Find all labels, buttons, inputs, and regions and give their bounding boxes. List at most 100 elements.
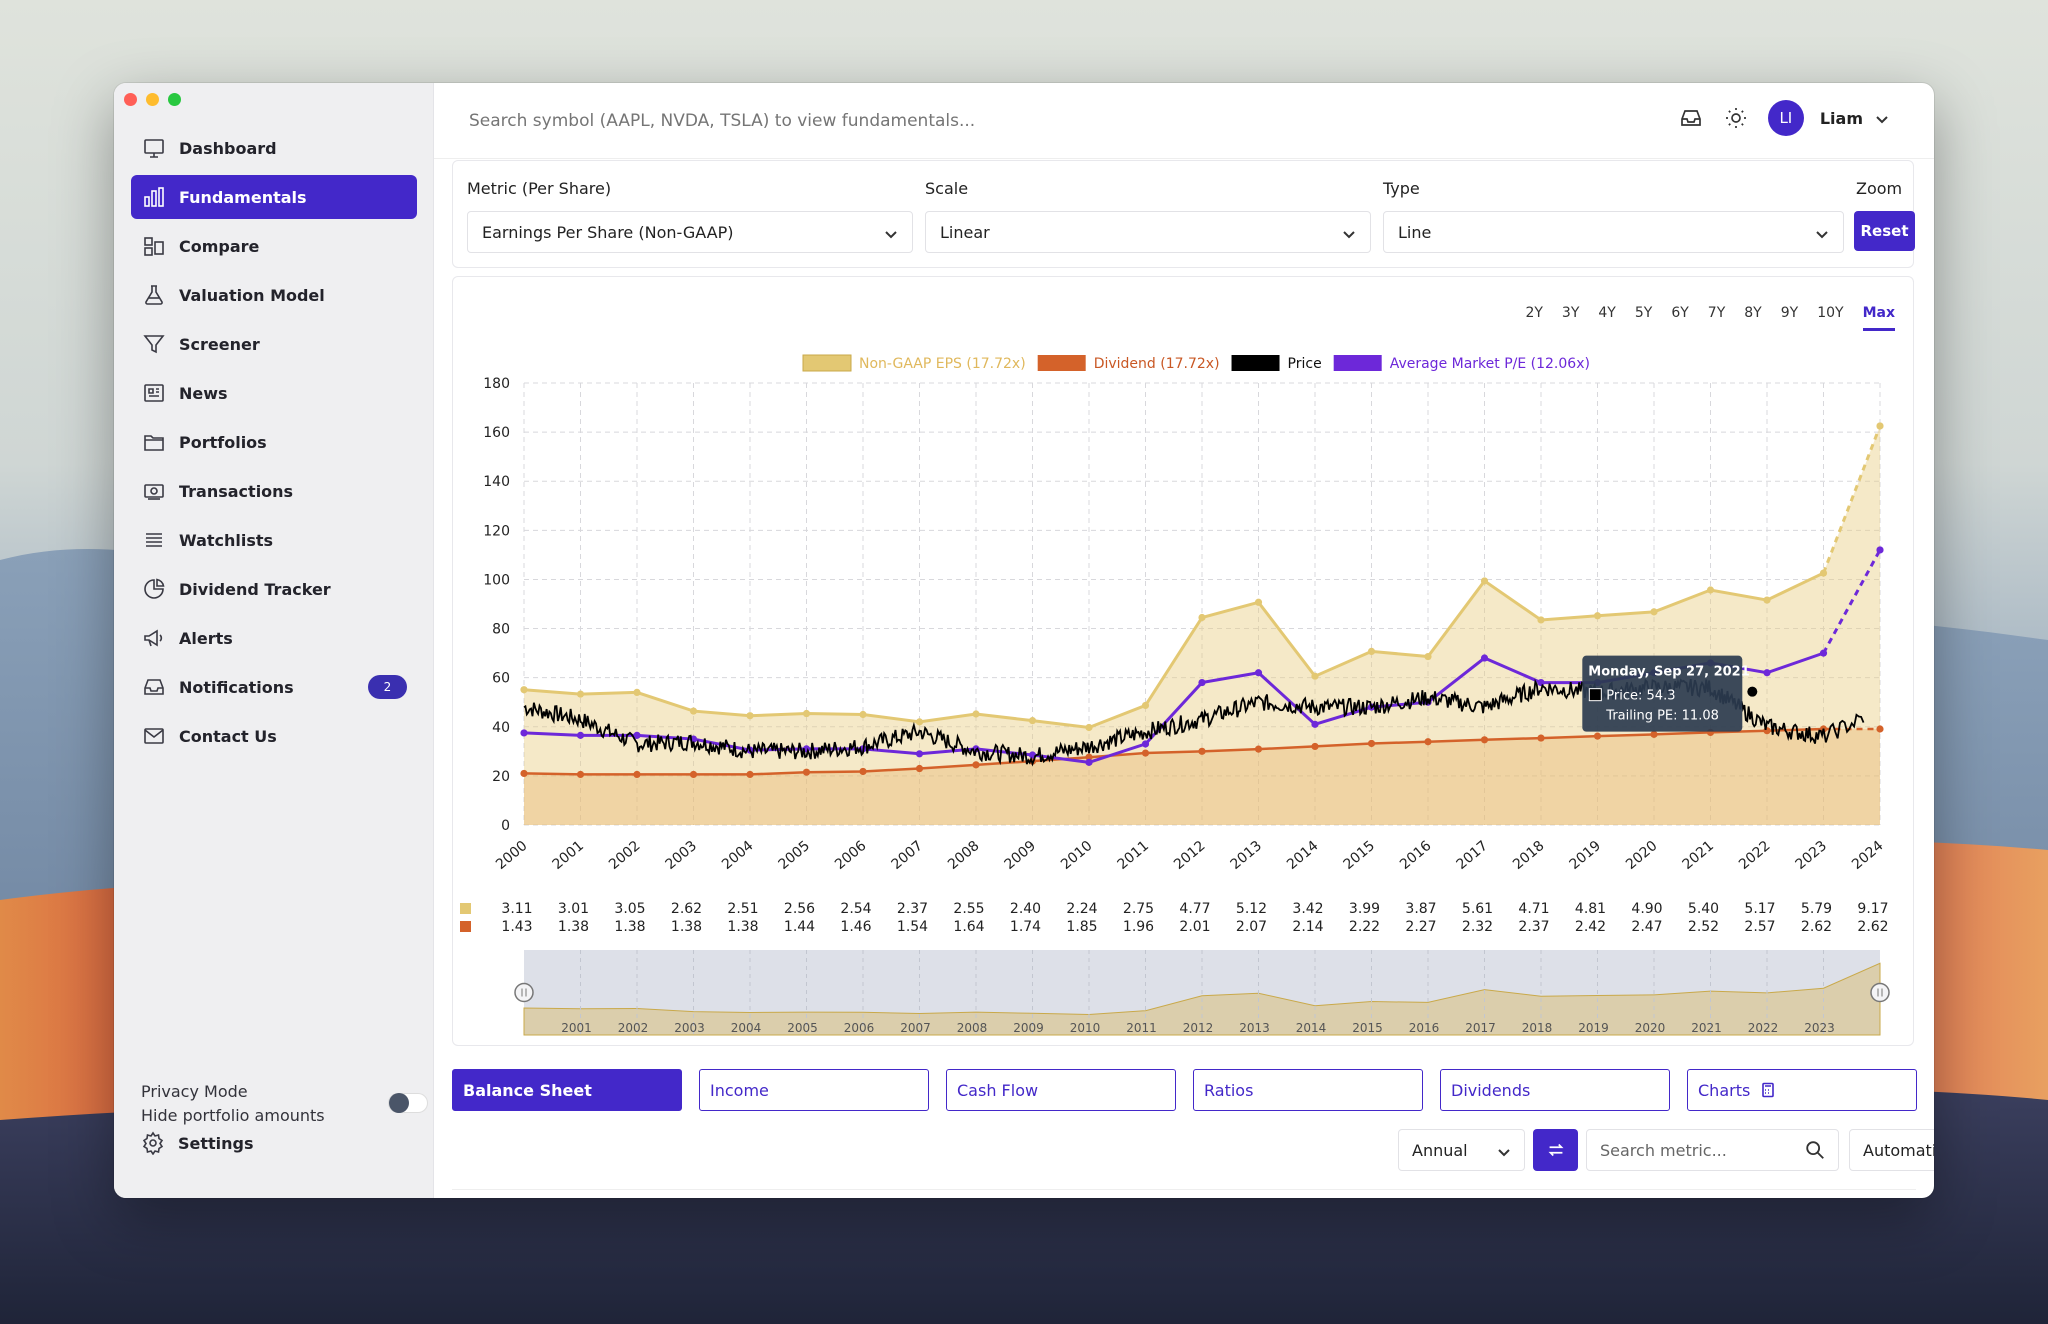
dividend-point xyxy=(1367,739,1376,748)
dividend-line xyxy=(523,727,1824,776)
metric-label: Metric (Per Share) xyxy=(467,179,612,198)
table-dividend-value: 1.54 xyxy=(897,919,928,935)
dividend-point xyxy=(1311,742,1319,751)
eps-point xyxy=(1706,586,1715,594)
range-10y[interactable]: 10Y xyxy=(1817,305,1844,321)
eps-point xyxy=(915,718,924,726)
pe-point xyxy=(1254,669,1263,677)
sidebar-item-compare[interactable]: Compare xyxy=(131,224,417,268)
eps-point xyxy=(1085,723,1093,732)
table-dividend-value: 1.74 xyxy=(1010,919,1041,935)
range-4y[interactable]: 4Y xyxy=(1598,305,1616,321)
symbol-search-input[interactable] xyxy=(469,110,1369,131)
user-name[interactable]: Liam xyxy=(1819,108,1863,128)
sidebar-item-portfolios[interactable]: Portfolios xyxy=(131,420,417,464)
x-tick-label: 2003 xyxy=(662,838,700,873)
sidebar-item-contact-us[interactable]: Contact Us xyxy=(131,714,417,758)
table-dividend-value: 2.62 xyxy=(1857,919,1888,935)
search-icon[interactable] xyxy=(1804,1139,1826,1161)
eps-point xyxy=(1819,569,1828,577)
range-5y[interactable]: 5Y xyxy=(1634,305,1653,321)
navigator-year-label: 2010 xyxy=(1070,1021,1101,1035)
navigator-year-label: 2003 xyxy=(674,1021,705,1035)
navigator-year-label: 2018 xyxy=(1522,1021,1553,1035)
navigator-handle-left[interactable] xyxy=(514,982,534,1003)
navigator-year-label: 2020 xyxy=(1635,1021,1666,1035)
sidebar-item-screener[interactable]: Screener xyxy=(131,322,417,366)
y-tick-label: 20 xyxy=(492,769,510,785)
tab-balance-sheet[interactable]: Balance Sheet xyxy=(452,1069,682,1111)
eps-line xyxy=(523,571,1825,730)
navigator-year-label: 2021 xyxy=(1691,1021,1722,1035)
dividend-point xyxy=(802,768,811,776)
eps-point xyxy=(802,709,811,718)
zoom-label: Zoom xyxy=(1856,179,1903,198)
tab-charts[interactable]: Charts xyxy=(1687,1069,1917,1111)
sidebar-item-dividend-tracker[interactable]: Dividend Tracker xyxy=(131,567,417,611)
table-eps-value: 2.62 xyxy=(671,901,702,917)
navigator-handle-right[interactable] xyxy=(1870,982,1890,1003)
pe-point xyxy=(576,731,585,739)
sidebar-item-transactions[interactable]: Transactions xyxy=(131,469,417,513)
maximize-window-button[interactable] xyxy=(168,93,181,106)
sidebar-item-alerts[interactable]: Alerts xyxy=(131,616,417,660)
window-controls xyxy=(124,93,181,106)
range-6y[interactable]: 6Y xyxy=(1671,305,1689,321)
minimize-window-button[interactable] xyxy=(146,93,159,106)
table-eps-value: 5.79 xyxy=(1801,901,1832,917)
range-8y[interactable]: 8Y xyxy=(1744,305,1762,321)
range-3y[interactable]: 3Y xyxy=(1561,305,1580,321)
sun-icon[interactable] xyxy=(1724,106,1748,130)
table-dividend-value: 1.64 xyxy=(953,919,984,935)
dividend-point xyxy=(520,769,528,778)
sidebar-item-valuation-model[interactable]: Valuation Model xyxy=(131,273,417,317)
tab-income[interactable]: Income xyxy=(699,1069,929,1111)
period-select[interactable]: Annual xyxy=(1398,1129,1525,1171)
sidebar-item-fundamentals[interactable]: Fundamentals xyxy=(131,175,417,219)
pe-point xyxy=(1876,546,1884,554)
range-7y[interactable]: 7Y xyxy=(1707,305,1726,321)
type-select[interactable]: Line xyxy=(1383,211,1844,253)
y-tick-label: 60 xyxy=(492,671,510,687)
privacy-mode-toggle[interactable] xyxy=(389,1093,427,1113)
range-9y[interactable]: 9Y xyxy=(1780,305,1799,321)
tab-ratios[interactable]: Ratios xyxy=(1193,1069,1423,1111)
eps-line-projection xyxy=(1822,425,1882,574)
range-max[interactable]: Max xyxy=(1862,305,1895,331)
sidebar-item-label: News xyxy=(179,383,228,403)
pe-point xyxy=(1537,678,1545,687)
eps-point xyxy=(1480,577,1489,585)
y-tick-label: 140 xyxy=(483,474,510,490)
chevron-down-icon[interactable] xyxy=(1875,111,1889,125)
fundamentals-chart[interactable]: 0 20 40 60 80 100 120 140 160 180 2000 2001 2002 2003… xyxy=(453,277,1915,1047)
eps-point xyxy=(520,686,528,694)
range-2y[interactable]: 2Y xyxy=(1525,305,1543,321)
reset-zoom-button[interactable]: Reset xyxy=(1854,211,1915,251)
close-window-button[interactable] xyxy=(124,93,137,106)
table-eps-value: 3.87 xyxy=(1405,901,1436,917)
metric-select[interactable]: Earnings Per Share (Non-GAAP) xyxy=(467,211,913,253)
sidebar-item-dashboard[interactable]: Dashboard xyxy=(131,126,417,170)
dividend-point xyxy=(1424,738,1432,746)
table-dividend-value: 1.38 xyxy=(727,919,758,935)
sidebar-item-notifications[interactable]: Notifications 2 xyxy=(131,665,417,709)
eps-point xyxy=(1311,672,1319,680)
settings-button[interactable]: Settings xyxy=(141,1131,254,1155)
avatar[interactable]: LI xyxy=(1767,100,1804,136)
tab-cash-flow[interactable]: Cash Flow xyxy=(946,1069,1176,1111)
tab-dividends[interactable]: Dividends xyxy=(1440,1069,1670,1111)
table-eps-value: 3.99 xyxy=(1349,901,1380,917)
eps-point xyxy=(1593,612,1602,620)
sidebar-item-watchlists[interactable]: Watchlists xyxy=(131,518,417,562)
privacy-mode-title: Privacy Mode xyxy=(141,1082,248,1101)
sidebar-item-news[interactable]: News xyxy=(131,371,417,415)
dividend-point xyxy=(1593,732,1602,740)
navigator-year-label: 2002 xyxy=(618,1021,649,1035)
scale-select[interactable]: Linear xyxy=(925,211,1371,253)
units-select[interactable]: Automatic Units xyxy=(1849,1129,1934,1171)
privacy-mode-subtitle: Hide portfolio amounts xyxy=(141,1106,325,1125)
metric-search-input[interactable] xyxy=(1586,1129,1839,1171)
inbox-icon[interactable] xyxy=(1679,106,1703,130)
tooltip-swatch xyxy=(1588,688,1602,702)
swap-button[interactable] xyxy=(1533,1129,1578,1171)
